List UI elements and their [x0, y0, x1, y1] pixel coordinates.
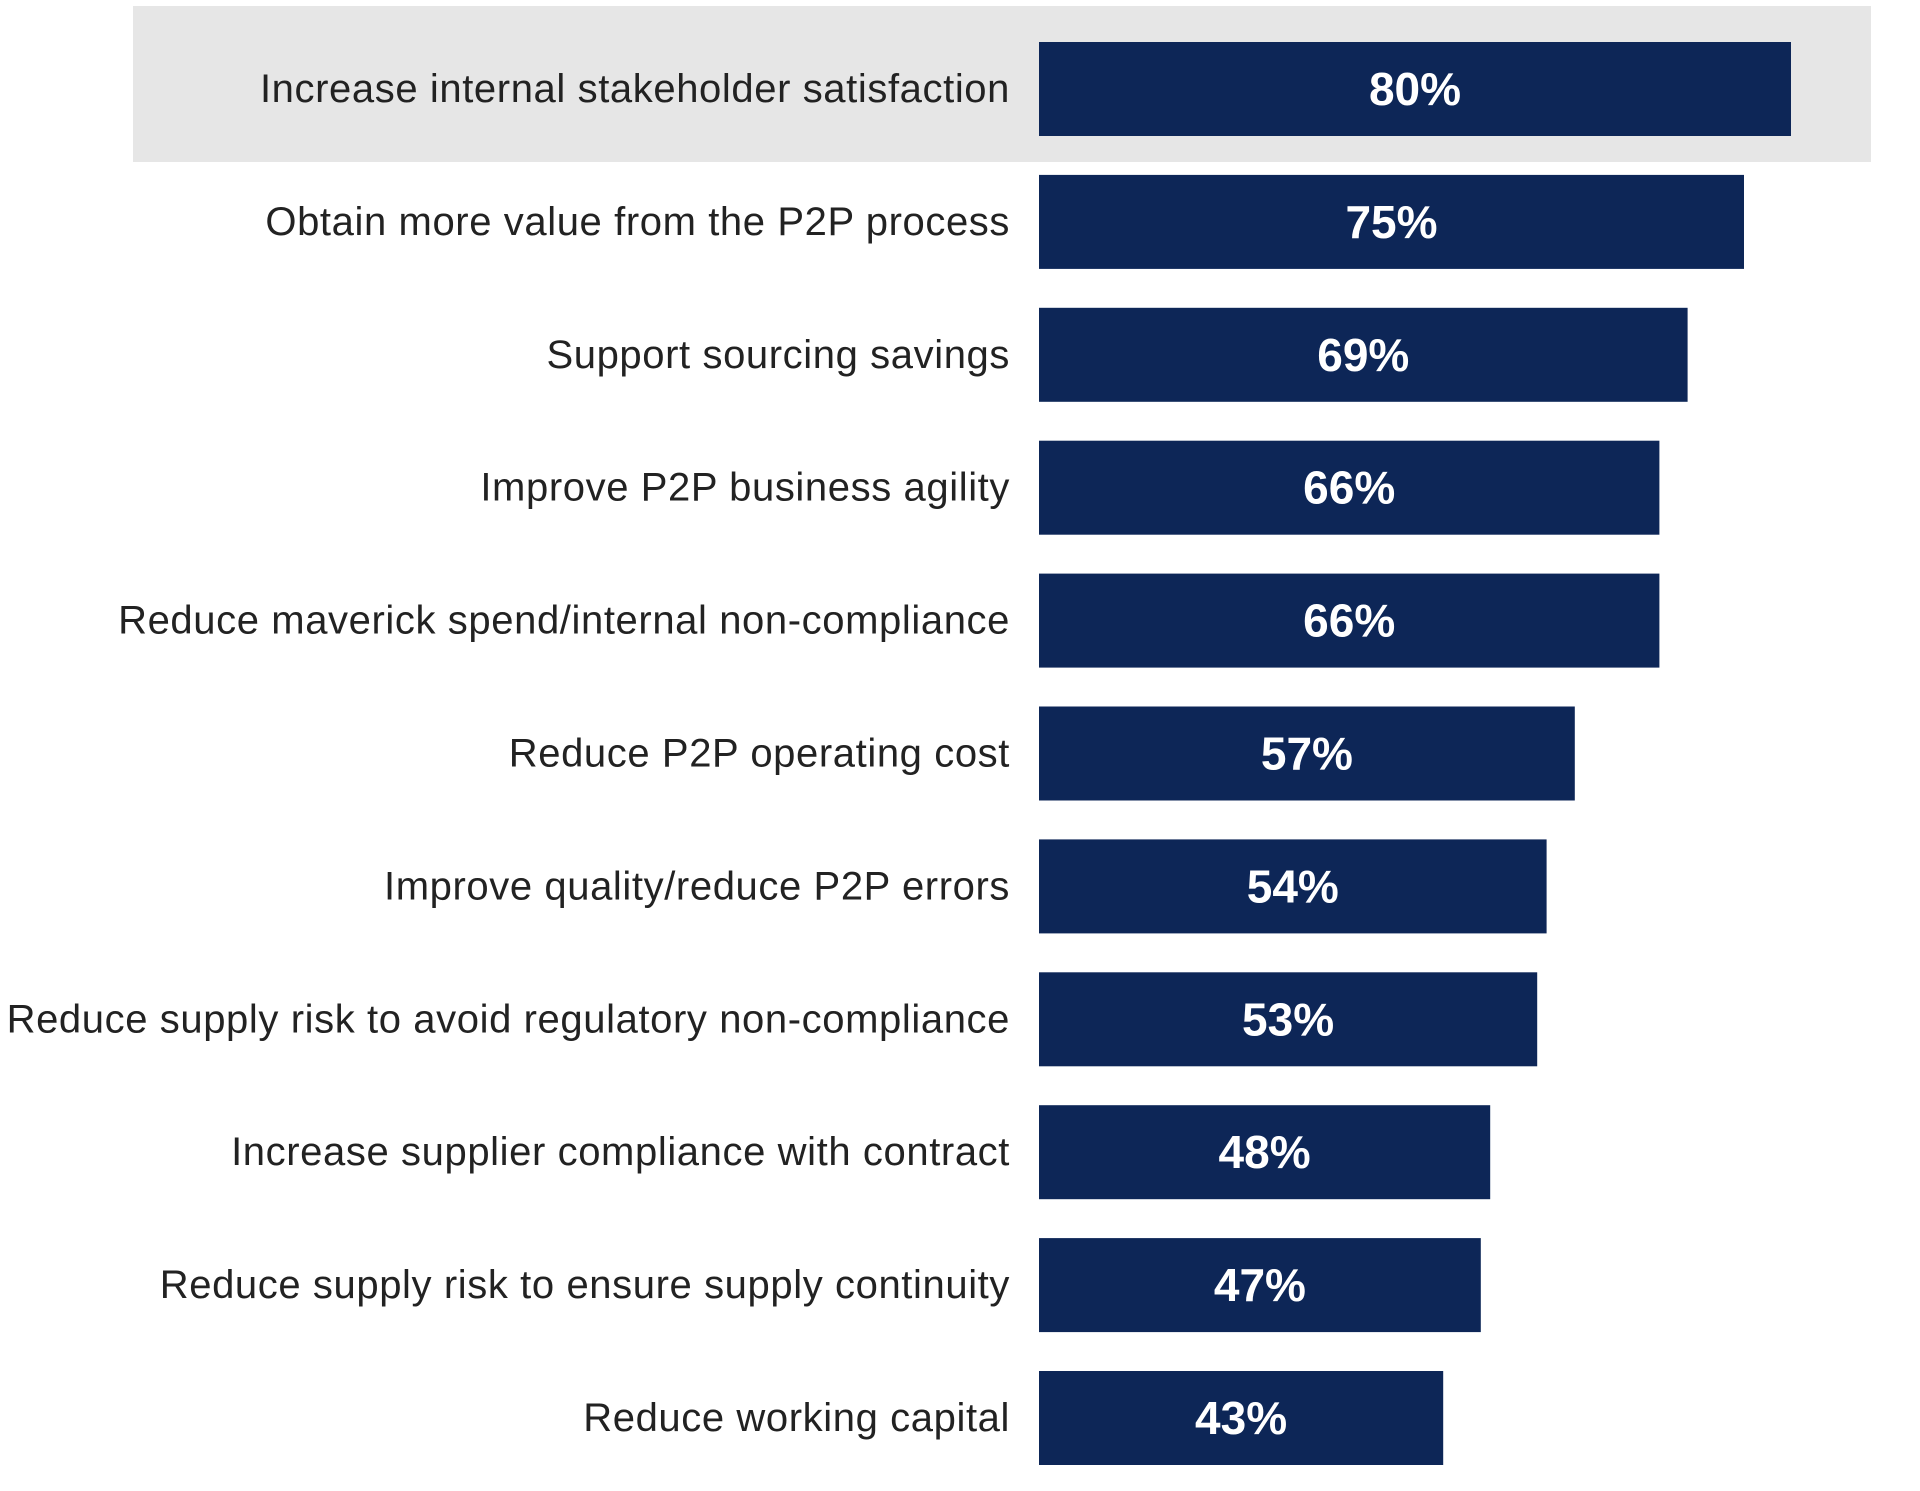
- value-label: 80%: [1369, 63, 1461, 115]
- category-label: Increase supplier compliance with contra…: [231, 1130, 1010, 1174]
- bar: [1039, 839, 1547, 934]
- bar: [1039, 1238, 1481, 1333]
- category-label: Reduce supply risk to ensure supply cont…: [160, 1263, 1010, 1307]
- value-label: 66%: [1303, 595, 1395, 647]
- value-label: 43%: [1195, 1392, 1287, 1444]
- category-label: Reduce maverick spend/internal non-compl…: [118, 599, 1010, 643]
- bar: [1039, 42, 1791, 136]
- bar: [1039, 1371, 1444, 1465]
- category-label: Obtain more value from the P2P process: [265, 200, 1010, 244]
- category-label: Improve quality/reduce P2P errors: [384, 864, 1010, 908]
- value-label: 54%: [1247, 860, 1339, 912]
- value-label: 53%: [1242, 993, 1334, 1045]
- bar: [1039, 573, 1660, 668]
- bar: [1039, 174, 1744, 269]
- value-label: 47%: [1214, 1259, 1306, 1311]
- value-label: 69%: [1317, 329, 1409, 381]
- value-label: 66%: [1303, 462, 1395, 514]
- value-label: 57%: [1261, 728, 1353, 780]
- category-label: Reduce P2P operating cost: [509, 732, 1010, 776]
- value-label: 75%: [1345, 196, 1437, 248]
- category-label: Reduce working capital: [583, 1396, 1010, 1440]
- bar: [1039, 307, 1688, 402]
- category-label: Improve P2P business agility: [480, 466, 1010, 510]
- category-label: Reduce supply risk to avoid regulatory n…: [7, 997, 1010, 1041]
- bar: [1039, 440, 1660, 535]
- bar: [1039, 706, 1575, 801]
- category-label: Support sourcing savings: [546, 333, 1010, 377]
- bar: [1039, 1105, 1491, 1200]
- category-label: Increase internal stakeholder satisfacti…: [260, 67, 1010, 111]
- bars-group: Increase internal stakeholder satisfacti…: [7, 42, 1791, 1465]
- value-label: 48%: [1219, 1126, 1311, 1178]
- bar: [1039, 972, 1538, 1067]
